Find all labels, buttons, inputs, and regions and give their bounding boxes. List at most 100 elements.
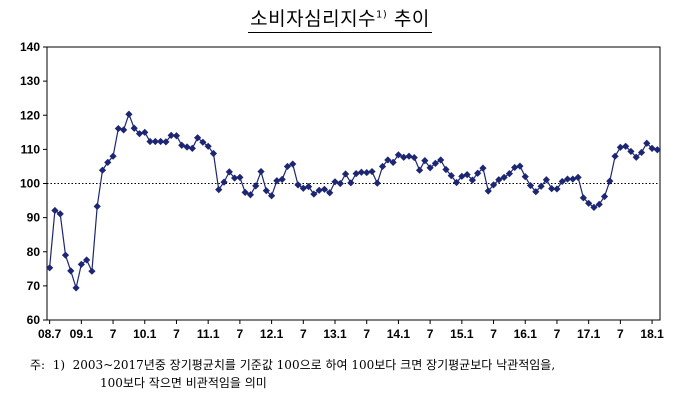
data-point-marker	[83, 256, 91, 264]
data-point-marker	[289, 160, 297, 168]
data-point-marker	[93, 202, 101, 210]
data-point-marker	[141, 128, 149, 136]
data-point-marker	[125, 110, 133, 118]
data-point-marker	[437, 156, 445, 164]
data-point-marker	[405, 152, 413, 160]
y-tick-label: 110	[21, 142, 41, 156]
x-tick-label: 11.1	[197, 327, 220, 341]
data-point-marker	[553, 185, 561, 193]
data-point-marker	[262, 187, 270, 195]
footnote-line-1: 주: 1) 2003~2017년중 장기평균치를 기준값 100으로 하여 10…	[30, 358, 556, 372]
data-point-marker	[357, 168, 366, 176]
y-tick-label: 100	[20, 177, 40, 191]
data-point-marker	[447, 172, 455, 180]
x-tick-label: 7	[490, 327, 497, 341]
chart-title-main: 소비자심리지수	[250, 8, 377, 30]
data-point-marker	[341, 170, 350, 178]
data-point-marker	[146, 137, 154, 146]
y-tick-label: 60	[27, 313, 41, 327]
data-point-marker	[72, 284, 80, 292]
chart-title-suffix: 추이	[387, 8, 430, 30]
data-point-marker	[178, 141, 186, 149]
data-point-marker	[114, 124, 122, 133]
data-point-marker	[98, 166, 107, 174]
data-point-marker	[368, 167, 376, 176]
data-point-marker	[394, 151, 403, 159]
x-axis-tick-labels: 08.7 09.1 7 10.1 7 11.1 7 12.1 7 13.1 7 14.1 7 15.1 7 1…	[38, 327, 664, 341]
data-point-marker	[220, 178, 228, 186]
data-point-marker	[267, 192, 276, 200]
data-point-marker	[236, 173, 244, 181]
data-point-marker	[204, 142, 212, 150]
data-point-marker	[616, 143, 624, 151]
data-point-marker	[294, 181, 302, 189]
data-point-marker	[521, 173, 529, 181]
y-tick-label: 130	[20, 74, 40, 88]
data-point-marker	[283, 162, 292, 171]
data-point-marker	[574, 173, 582, 181]
data-point-marker	[484, 187, 492, 195]
chart-title: 소비자심리지수1) 추이	[248, 4, 432, 33]
data-point-marker	[532, 188, 540, 196]
data-point-marker	[622, 142, 630, 150]
y-tick-label: 70	[27, 279, 41, 293]
x-tick-label: 14.1	[387, 327, 411, 341]
data-point-marker	[585, 199, 593, 207]
x-tick-label: 18.1	[640, 327, 664, 341]
data-point-marker	[363, 168, 371, 177]
x-tick-label: 17.1	[577, 327, 601, 341]
data-point-marker	[246, 191, 255, 199]
data-point-marker	[431, 159, 440, 167]
y-tick-label: 90	[27, 211, 41, 225]
data-point-marker	[315, 186, 323, 194]
footnote-line-2: 100보다 작으면 비관적임을 의미	[100, 376, 267, 390]
data-point-marker	[516, 162, 524, 170]
data-point-marker	[463, 171, 471, 179]
x-tick-label: 7	[110, 327, 117, 341]
data-point-marker	[230, 174, 239, 182]
x-tick-label: 7	[617, 327, 624, 341]
data-point-marker	[474, 169, 482, 177]
data-point-marker	[130, 124, 138, 132]
data-point-marker	[442, 165, 450, 174]
data-point-marker	[104, 158, 112, 166]
x-tick-label: 7	[173, 327, 180, 341]
data-point-marker	[400, 153, 408, 161]
data-point-marker	[215, 186, 223, 194]
x-tick-label: 10.1	[133, 327, 157, 341]
data-point-marker	[167, 131, 175, 139]
data-point-marker	[120, 126, 128, 134]
x-tick-label: 08.7	[38, 327, 62, 341]
data-point-marker	[225, 168, 233, 176]
footnote: 주: 1) 2003~2017년중 장기평균치를 기준값 100으로 하여 10…	[30, 356, 555, 392]
data-point-marker	[632, 153, 640, 161]
data-point-marker	[326, 189, 334, 197]
y-tick-label: 80	[27, 245, 41, 259]
data-point-marker	[378, 162, 387, 171]
y-axis-tick-labels: 60 70 80 90 100 110 120 130 140	[20, 40, 40, 327]
data-point-marker	[468, 176, 477, 184]
data-point-marker	[505, 170, 513, 178]
data-point-marker	[373, 179, 381, 187]
data-point-marker	[452, 178, 461, 187]
x-tick-label: 09.1	[70, 327, 94, 341]
data-point-marker	[51, 206, 59, 215]
data-point-marker	[157, 137, 165, 146]
data-point-marker	[273, 177, 281, 185]
data-point-marker	[194, 134, 202, 142]
data-point-marker	[347, 179, 355, 187]
data-point-marker	[479, 164, 487, 172]
y-axis-ticks	[43, 46, 47, 321]
data-point-marker	[135, 130, 144, 138]
data-point-marker	[67, 267, 75, 275]
data-point-marker	[336, 179, 344, 188]
data-point-marker	[172, 132, 181, 140]
x-tick-label: 15.1	[450, 327, 474, 341]
data-point-marker	[548, 185, 556, 193]
data-point-marker	[331, 178, 339, 186]
data-point-marker	[500, 173, 508, 181]
data-point-marker	[209, 149, 218, 158]
data-point-marker	[188, 144, 196, 152]
line-chart: 60 70 80 90 100 110 120 130 140 08.7 09.1 7 10.1 7 11…	[20, 40, 664, 341]
data-point-marker	[151, 137, 159, 146]
